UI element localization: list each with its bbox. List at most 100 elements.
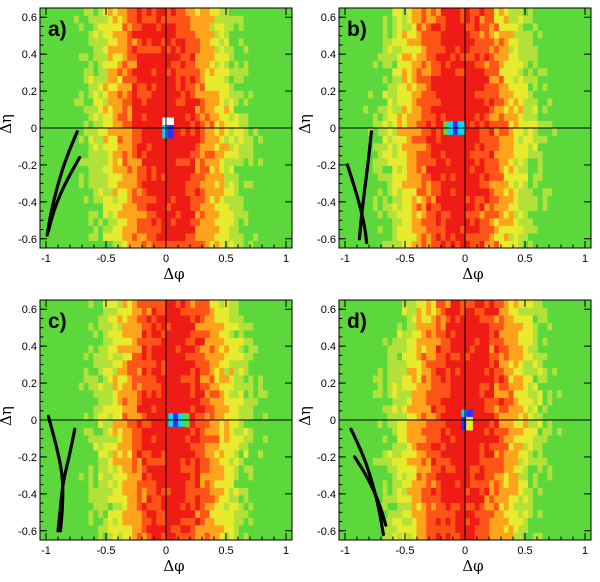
- heatmap-cell: [498, 188, 505, 196]
- heatmap-cell: [353, 225, 359, 234]
- heatmap-cell: [339, 60, 345, 69]
- heatmap-cell: [416, 150, 422, 159]
- heatmap-cell: [561, 45, 568, 54]
- heatmap-cell: [494, 203, 500, 211]
- heatmap-cell: [141, 510, 148, 518]
- heatmap-cell: [233, 450, 240, 458]
- heatmap-cell: [557, 188, 563, 196]
- heatmap-cell: [282, 487, 288, 496]
- heatmap-cell: [277, 330, 283, 338]
- heatmap-cell: [73, 68, 80, 76]
- heatmap-cell: [377, 68, 384, 76]
- heatmap-cell: [277, 240, 283, 249]
- heatmap-cell: [88, 173, 94, 181]
- heatmap-cell: [243, 442, 249, 451]
- heatmap-cell: [561, 53, 568, 61]
- heatmap-cell: [83, 38, 89, 46]
- heatmap-cell: [272, 98, 278, 106]
- heatmap-cell: [141, 83, 148, 91]
- heatmap-cell: [243, 180, 249, 189]
- heatmap-cell: [117, 38, 123, 46]
- heatmap-cell: [49, 15, 55, 24]
- heatmap-cell: [199, 210, 206, 219]
- heatmap-cell: [426, 158, 432, 166]
- heatmap-cell: [243, 352, 249, 361]
- heatmap-cell: [141, 150, 148, 159]
- heatmap-cell: [93, 330, 99, 338]
- heatmap-cell: [98, 375, 104, 383]
- heatmap-cell: [537, 23, 543, 31]
- heatmap-cell: [132, 360, 138, 368]
- heatmap-cell: [552, 158, 558, 166]
- heatmap-cell: [180, 397, 186, 406]
- heatmap-cell: [445, 8, 451, 16]
- heatmap-cell: [552, 90, 558, 99]
- heatmap-cell: [243, 345, 249, 353]
- heatmap-cell: [54, 30, 60, 39]
- heatmap-cell: [479, 60, 485, 69]
- heatmap-cell: [287, 143, 293, 151]
- heatmap-cell: [387, 150, 393, 159]
- heatmap-cell: [112, 532, 118, 541]
- heatmap-cell: [98, 158, 104, 166]
- heatmap-cell: [571, 45, 577, 54]
- heatmap-cell: [238, 427, 244, 436]
- heatmap-cell: [180, 105, 186, 114]
- heatmap-cell: [170, 435, 177, 443]
- heatmap-cell: [170, 495, 177, 503]
- heatmap-cell: [136, 420, 143, 428]
- heatmap-cell: [353, 90, 359, 99]
- heatmap-cell: [146, 218, 152, 226]
- heatmap-cell: [460, 30, 466, 39]
- heatmap-cell: [117, 98, 123, 106]
- heatmap-cell: [557, 158, 563, 166]
- heatmap-cell: [435, 105, 442, 114]
- heatmap-cell: [494, 8, 500, 16]
- heatmap-cell: [69, 502, 75, 511]
- heatmap-cell: [224, 427, 230, 436]
- heatmap-cell: [132, 382, 138, 391]
- heatmap-cell: [64, 188, 70, 196]
- heatmap-cell: [542, 195, 548, 204]
- heatmap-cell: [122, 525, 128, 533]
- heatmap-cell: [421, 225, 427, 234]
- heatmap-cell: [561, 135, 568, 144]
- heatmap-cell: [93, 225, 99, 234]
- heatmap-cell: [253, 435, 259, 443]
- heatmap-cell: [513, 38, 519, 46]
- heatmap-cell: [258, 188, 264, 196]
- heatmap-cell: [523, 195, 529, 204]
- heatmap-cell: [372, 83, 379, 91]
- heatmap-cell: [238, 113, 244, 121]
- heatmap-cell: [219, 173, 225, 181]
- heatmap-cell: [353, 83, 359, 91]
- heatmap-cell: [40, 165, 46, 174]
- heatmap-cell: [277, 420, 283, 428]
- heatmap-cell: [537, 210, 543, 219]
- heatmap-cell: [387, 23, 393, 31]
- heatmap-cell: [103, 45, 109, 54]
- heatmap-cell: [282, 345, 288, 353]
- heatmap-cell: [343, 90, 350, 99]
- heatmap-cell: [195, 68, 201, 76]
- heatmap-cell: [190, 517, 196, 526]
- heatmap-cell: [484, 98, 490, 106]
- heatmap-cell: [40, 450, 46, 458]
- heatmap-cell: [103, 352, 109, 361]
- heatmap-cell: [460, 150, 466, 159]
- heatmap-cell: [190, 240, 196, 249]
- heatmap-cell: [136, 450, 143, 458]
- heatmap-cell: [170, 360, 177, 368]
- heatmap-cell: [146, 240, 152, 249]
- heatmap-cell: [382, 233, 388, 241]
- heatmap-cell: [363, 23, 369, 31]
- heatmap-cell: [73, 195, 80, 204]
- heatmap-cell: [98, 15, 104, 24]
- heatmap-cell: [532, 68, 539, 76]
- heatmap-cell: [136, 128, 143, 136]
- heatmap-cell: [156, 345, 162, 353]
- heatmap-cell: [73, 30, 80, 39]
- heatmap-cell: [498, 120, 505, 129]
- heatmap-cell: [117, 165, 123, 174]
- heatmap-cell: [219, 113, 225, 121]
